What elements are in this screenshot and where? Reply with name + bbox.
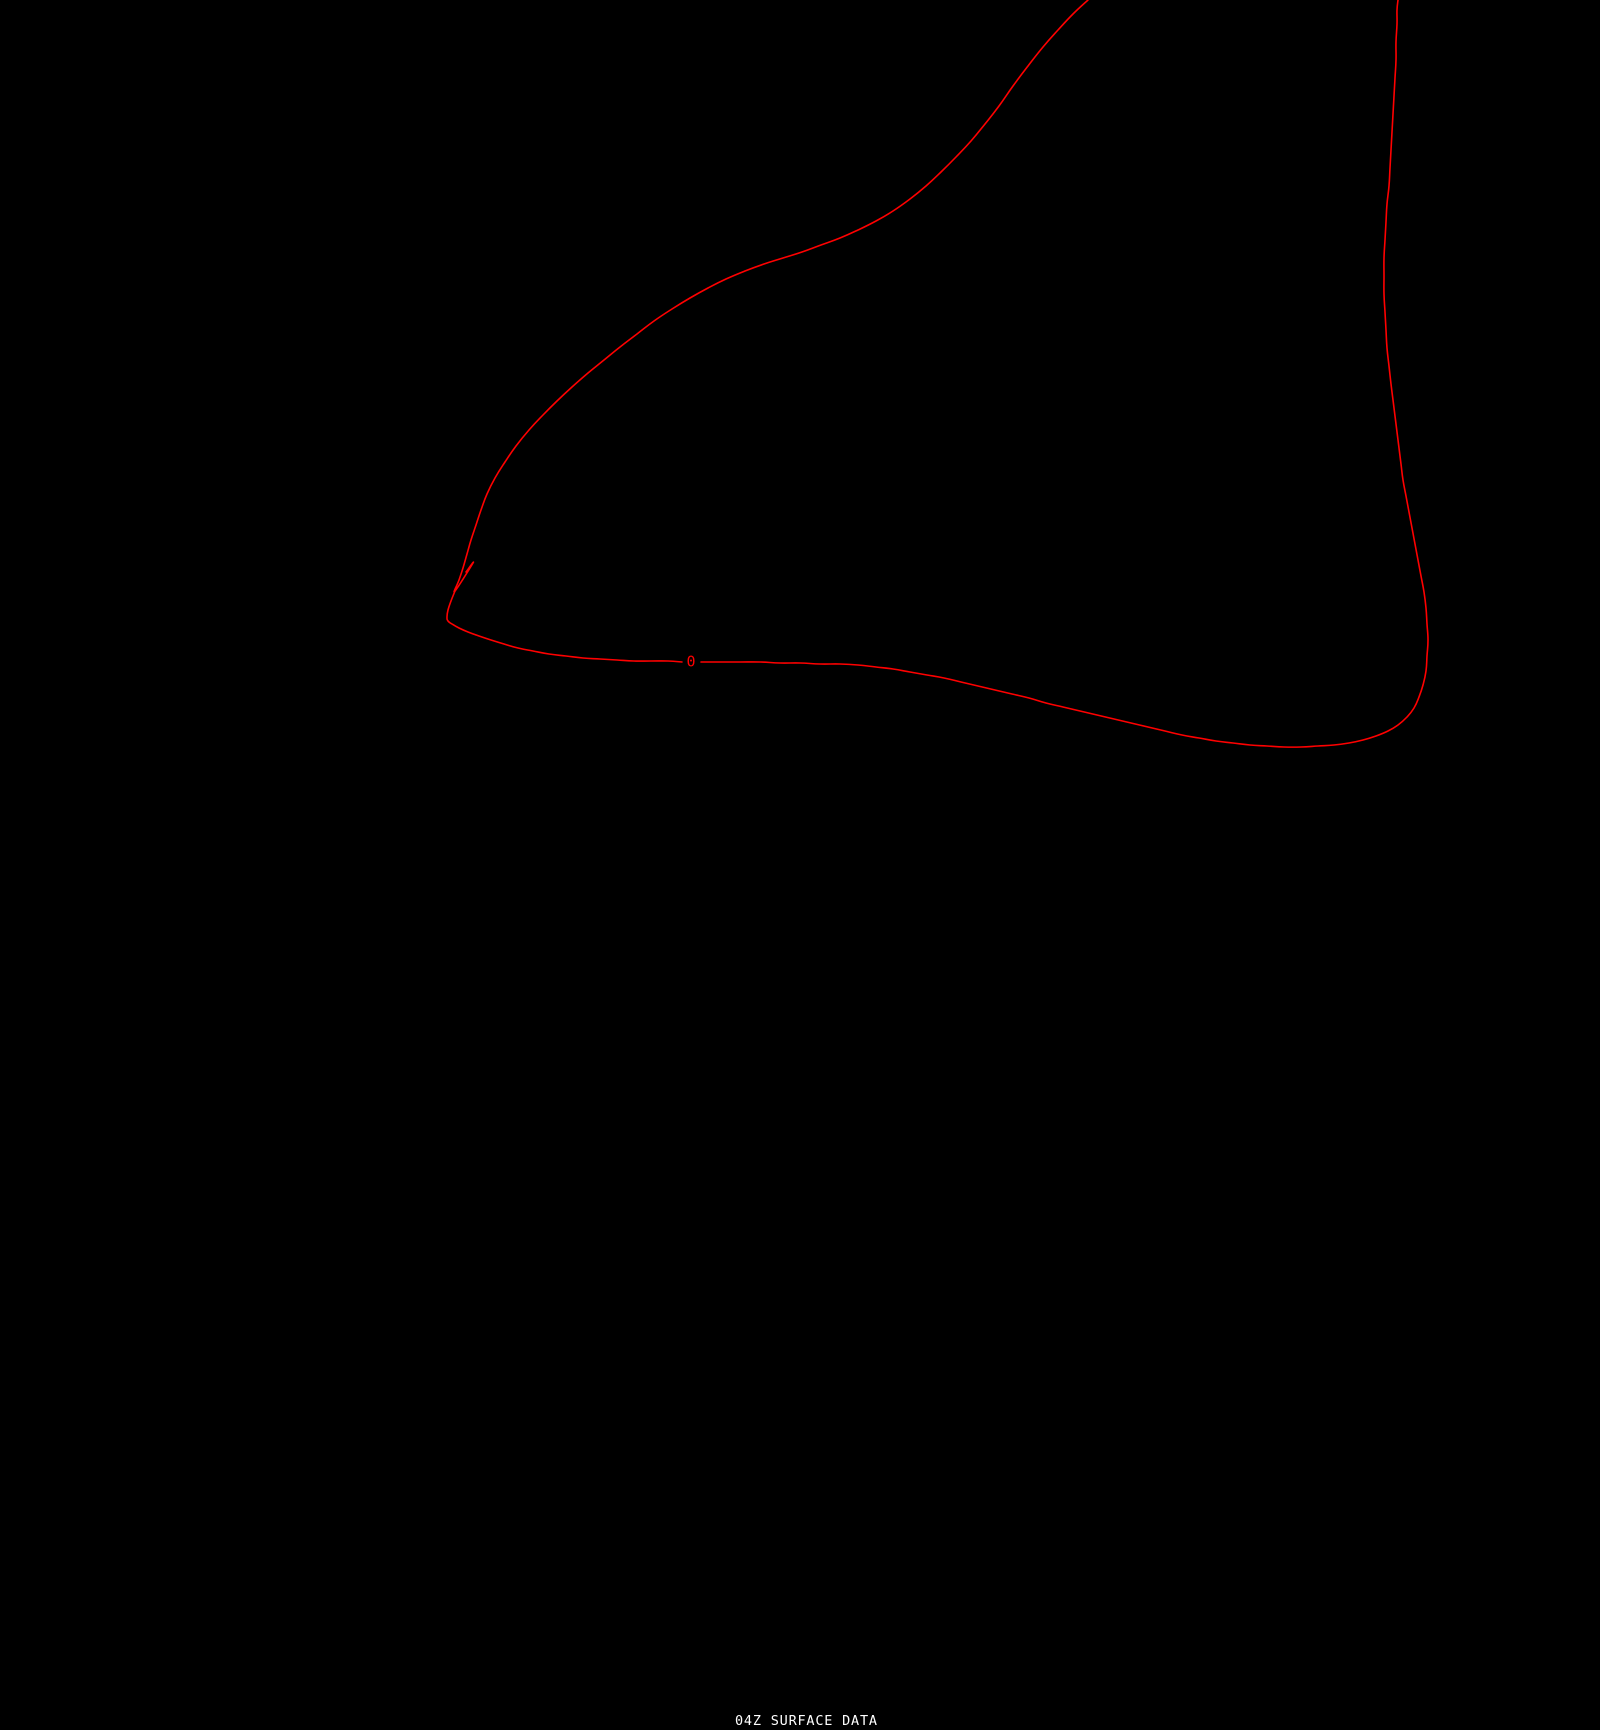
contour-line [453, 0, 1089, 593]
contour-plot-svg: 0 [0, 0, 1600, 900]
contour-value-label: 0 [686, 653, 695, 671]
map-background [0, 0, 1600, 900]
contour-line [446, 590, 683, 663]
map-caption: 04Z SURFACE DATA [735, 1713, 878, 1729]
contour-line [700, 0, 1429, 748]
contour-line-group [446, 0, 1429, 748]
caption-bar: 04Z SURFACE DATA [0, 855, 1600, 1729]
